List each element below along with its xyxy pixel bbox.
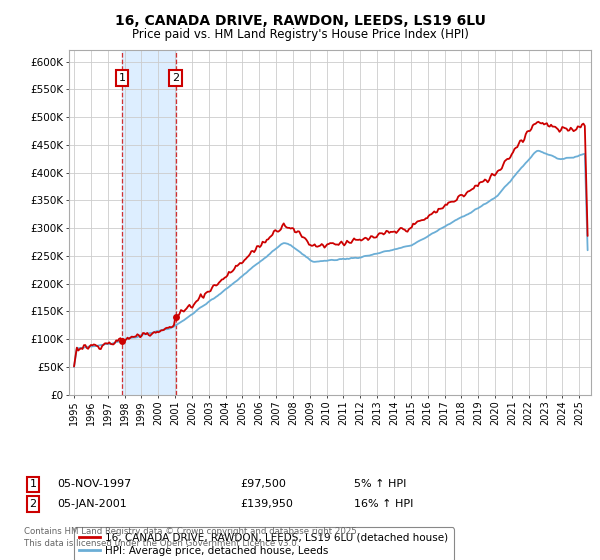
Text: £97,500: £97,500 xyxy=(240,479,286,489)
Legend: 16, CANADA DRIVE, RAWDON, LEEDS, LS19 6LU (detached house), HPI: Average price, : 16, CANADA DRIVE, RAWDON, LEEDS, LS19 6L… xyxy=(74,528,454,560)
Text: Price paid vs. HM Land Registry's House Price Index (HPI): Price paid vs. HM Land Registry's House … xyxy=(131,28,469,41)
Text: 05-JAN-2001: 05-JAN-2001 xyxy=(57,499,127,509)
Text: £139,950: £139,950 xyxy=(240,499,293,509)
Bar xyxy=(122,50,176,395)
Text: Contains HM Land Registry data © Crown copyright and database right 2025.
This d: Contains HM Land Registry data © Crown c… xyxy=(24,527,359,548)
Text: 1: 1 xyxy=(118,73,125,83)
Text: 16% ↑ HPI: 16% ↑ HPI xyxy=(354,499,413,509)
Text: 1: 1 xyxy=(29,479,37,489)
Text: 2: 2 xyxy=(172,73,179,83)
Text: 05-NOV-1997: 05-NOV-1997 xyxy=(57,479,131,489)
Text: 16, CANADA DRIVE, RAWDON, LEEDS, LS19 6LU: 16, CANADA DRIVE, RAWDON, LEEDS, LS19 6L… xyxy=(115,14,485,28)
Text: 2: 2 xyxy=(29,499,37,509)
Text: 5% ↑ HPI: 5% ↑ HPI xyxy=(354,479,406,489)
